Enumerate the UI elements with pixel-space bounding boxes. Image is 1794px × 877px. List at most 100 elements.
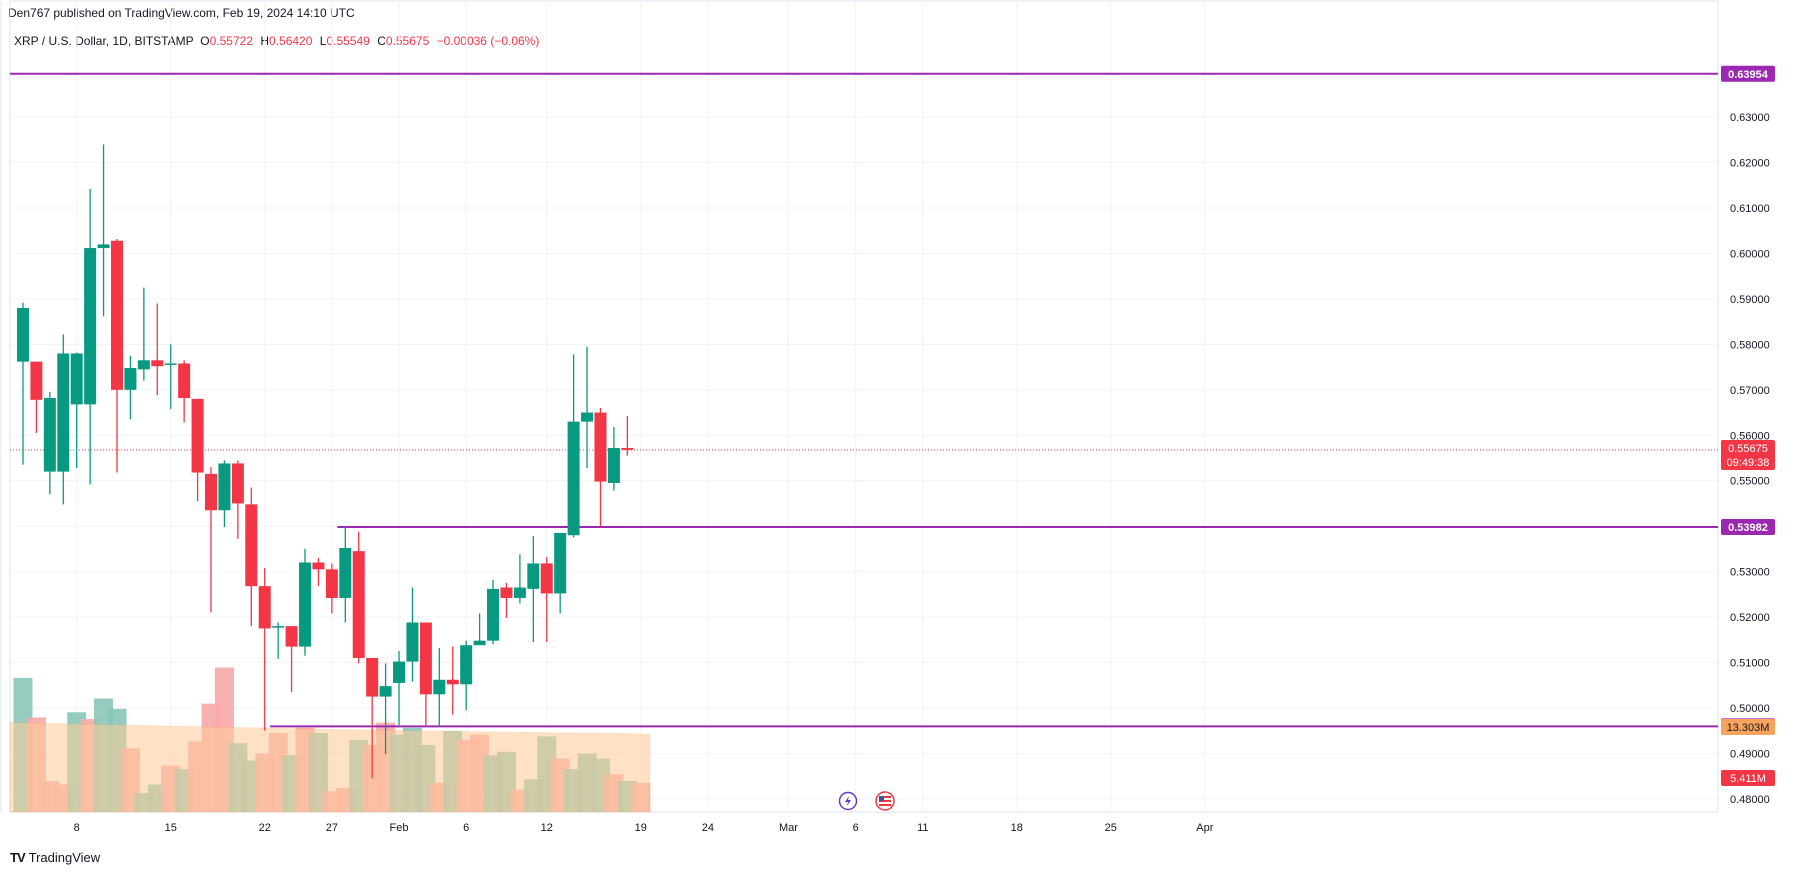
x-tick-label: 8: [74, 822, 80, 834]
candle[interactable]: [272, 622, 285, 659]
candle-body: [258, 586, 271, 629]
candle[interactable]: [285, 626, 298, 693]
y-tick-label: 0.60000: [1730, 248, 1770, 260]
last-price-tag: [1721, 440, 1775, 471]
candle-body: [419, 622, 432, 695]
candle[interactable]: [433, 647, 446, 728]
chart-grid: [0, 0, 1719, 813]
candle[interactable]: [540, 557, 553, 643]
candle-body: [473, 640, 486, 646]
y-tick-label: 0.49000: [1730, 748, 1770, 760]
x-tick-label: Feb: [390, 822, 409, 834]
candle[interactable]: [164, 344, 177, 409]
candle-body: [97, 244, 110, 249]
level-tag-label: 0.63954: [1728, 69, 1769, 81]
candle[interactable]: [124, 355, 137, 420]
candle[interactable]: [500, 582, 513, 618]
candle[interactable]: [137, 287, 150, 381]
candle[interactable]: [299, 548, 312, 656]
candle-body: [285, 626, 298, 647]
candle-body: [218, 463, 231, 511]
candle[interactable]: [43, 392, 56, 495]
candle[interactable]: [513, 554, 526, 604]
candle[interactable]: [218, 460, 231, 528]
countdown-label: 09:49:38: [1727, 457, 1770, 469]
candle-body: [513, 587, 526, 598]
close-value: 0.55675: [385, 34, 430, 48]
candle[interactable]: [393, 651, 406, 726]
candle-body: [621, 447, 634, 450]
candle-body: [607, 447, 620, 483]
volume-last-label: 5.411M: [1730, 773, 1766, 785]
candle[interactable]: [70, 352, 83, 468]
candle[interactable]: [567, 354, 580, 538]
candle-body: [366, 657, 379, 697]
level-tag: [1721, 518, 1775, 535]
candle-body: [164, 363, 177, 365]
candle[interactable]: [379, 663, 392, 755]
candle[interactable]: [527, 536, 540, 643]
candle[interactable]: [406, 587, 419, 682]
axis-tags: 0.639540.539820.495940.5567509:49:3813.3…: [1721, 65, 1775, 786]
y-tick-label: 0.58000: [1730, 339, 1770, 351]
candle-body: [124, 368, 137, 390]
candle[interactable]: [366, 657, 379, 779]
candle[interactable]: [581, 346, 594, 468]
candle[interactable]: [231, 460, 244, 539]
candle-body: [554, 532, 567, 594]
candle[interactable]: [473, 613, 486, 646]
candle[interactable]: [84, 188, 97, 485]
candle[interactable]: [178, 360, 191, 423]
candle[interactable]: [621, 416, 634, 456]
x-tick-label: 15: [165, 822, 177, 834]
candle[interactable]: [97, 144, 110, 317]
footer-brand[interactable]: TradingView: [28, 850, 101, 865]
candle[interactable]: [245, 487, 258, 627]
candle[interactable]: [30, 361, 43, 433]
y-tick-label: 0.63000: [1730, 112, 1770, 124]
candle[interactable]: [191, 398, 204, 502]
candle-body: [191, 398, 204, 473]
x-tick-label: 19: [635, 822, 647, 834]
dividend-event-icon[interactable]: [838, 791, 858, 811]
candle[interactable]: [110, 238, 123, 473]
candle[interactable]: [607, 427, 620, 491]
symbol-name[interactable]: XRP / U.S. Dollar, 1D, BITSTAMP: [14, 34, 194, 48]
candle[interactable]: [339, 526, 352, 623]
candle-body: [540, 563, 553, 594]
candle[interactable]: [151, 303, 164, 396]
us-flag-event-icon[interactable]: [875, 791, 895, 811]
candle-body: [406, 622, 419, 662]
candle[interactable]: [325, 563, 338, 614]
volume-ma-tag: [1721, 719, 1775, 735]
low-label: L: [319, 34, 327, 48]
candle[interactable]: [554, 532, 567, 614]
candle[interactable]: [258, 567, 271, 731]
candle-body: [487, 588, 500, 641]
candle-body: [16, 308, 29, 362]
candle[interactable]: [594, 408, 607, 528]
candle[interactable]: [352, 531, 365, 664]
y-tick-label: 0.51000: [1730, 657, 1770, 669]
x-tick-label: 25: [1105, 822, 1117, 834]
candle[interactable]: [446, 646, 459, 715]
x-tick-label: 22: [259, 822, 271, 834]
y-tick-label: 0.52000: [1730, 612, 1770, 624]
candle[interactable]: [57, 334, 70, 505]
candle[interactable]: [460, 640, 473, 711]
candle-body: [393, 661, 406, 683]
x-tick-label: 11: [917, 822, 928, 834]
candle[interactable]: [205, 467, 217, 613]
candle-body: [70, 353, 83, 405]
candle[interactable]: [419, 622, 432, 726]
y-tick-label: 0.61000: [1730, 203, 1770, 215]
candle[interactable]: [312, 557, 325, 587]
low-value: 0.55549: [326, 34, 370, 48]
tradingview-logo-icon[interactable]: TV: [10, 850, 26, 865]
y-tick-label: 0.62000: [1730, 158, 1770, 170]
last-price-label: 0.55675: [1728, 443, 1768, 455]
candle[interactable]: [16, 302, 29, 465]
x-tick-label: Mar: [779, 822, 798, 834]
candle[interactable]: [487, 579, 500, 645]
